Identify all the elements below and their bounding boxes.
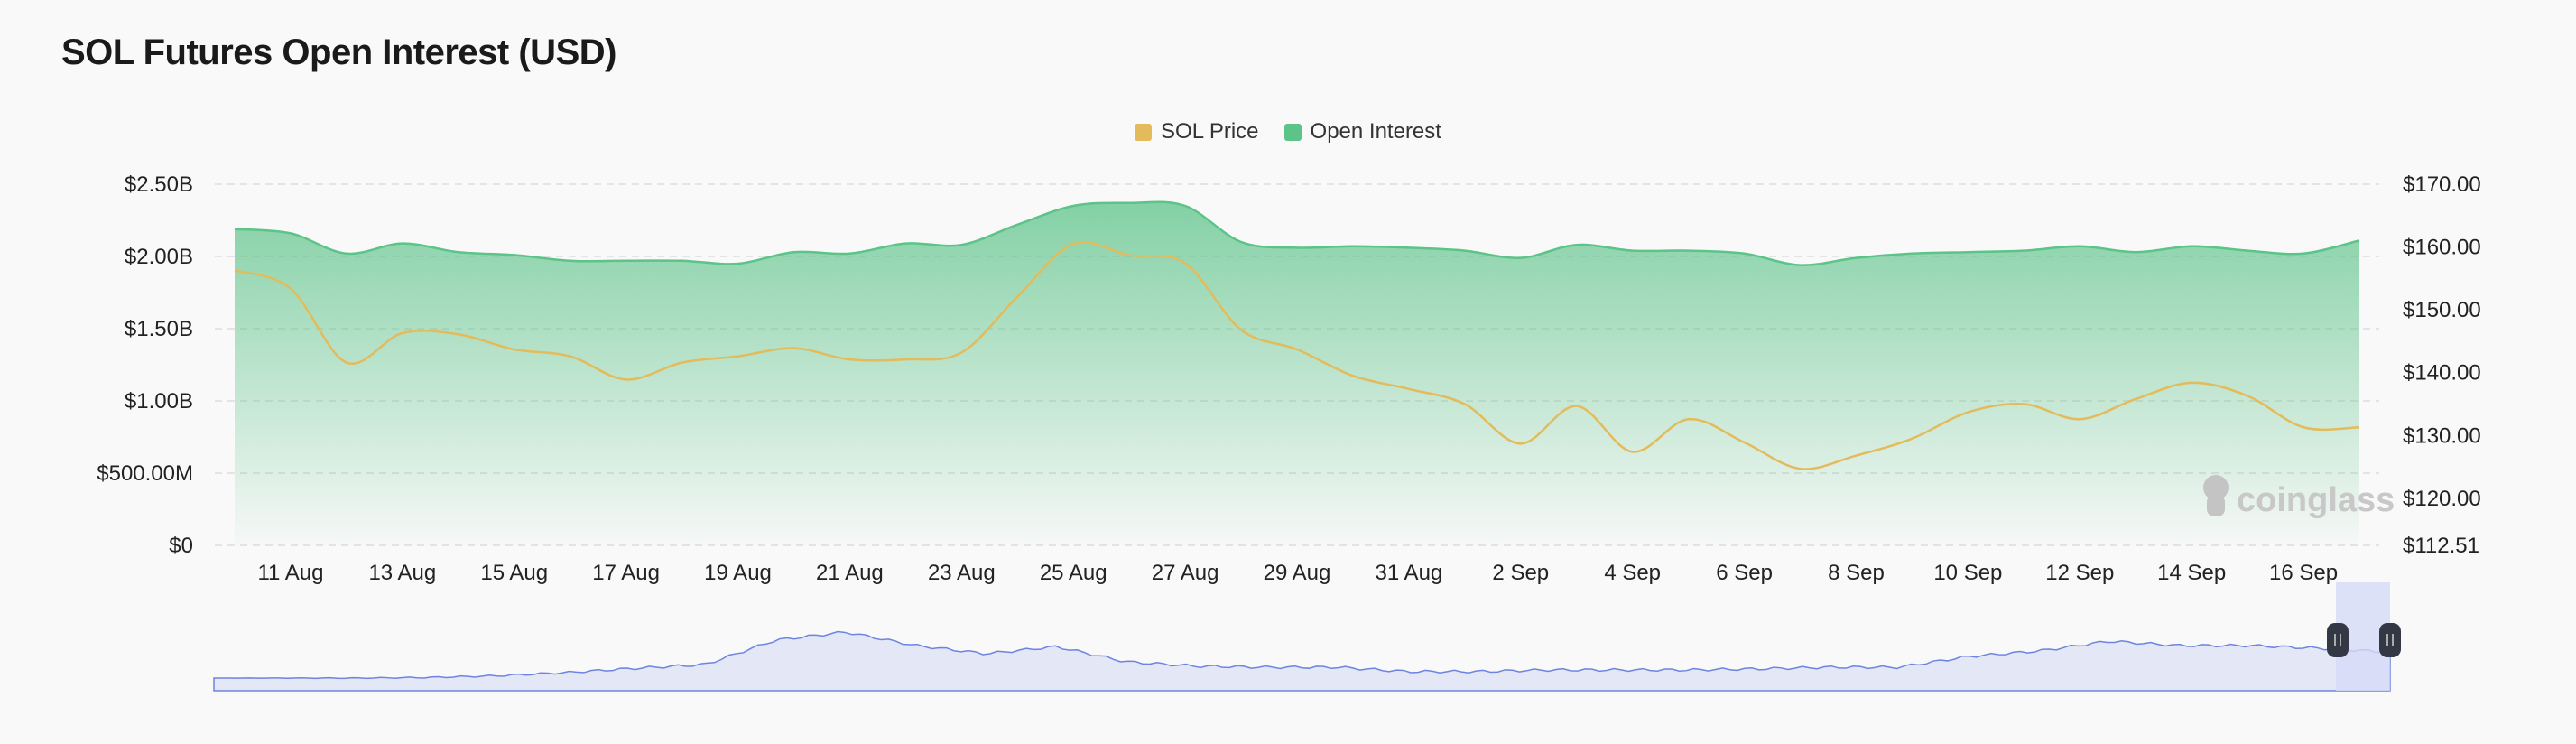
y-left-tick-label: $2.00B — [125, 245, 193, 269]
y-left-tick-label: $0 — [169, 534, 193, 558]
y-left-tick-label: $1.50B — [125, 317, 193, 341]
x-tick-label: 21 Aug — [816, 561, 884, 585]
x-tick-label: 14 Sep — [2157, 561, 2226, 585]
y-right-tick-label: $112.51 — [2403, 534, 2479, 558]
y-right-tick-label: $140.00 — [2403, 361, 2481, 386]
open-interest-line — [234, 200, 2360, 266]
x-tick-label: 25 Aug — [1040, 561, 1107, 585]
legend-item-sol-price[interactable]: SOL Price — [1135, 119, 1259, 144]
navigator-handle-right[interactable] — [2379, 623, 2401, 657]
x-tick-label: 15 Aug — [480, 561, 548, 585]
x-tick-label: 29 Aug — [1264, 561, 1331, 585]
coinglass-watermark: coinglass — [2203, 475, 2395, 519]
x-tick-label: 23 Aug — [928, 561, 996, 585]
legend-swatch-open-interest — [1283, 123, 1302, 141]
y-left-tick-label: $500.00M — [97, 461, 193, 486]
x-tick-label: 27 Aug — [1152, 561, 1219, 585]
watermark-text: coinglass — [2237, 481, 2395, 519]
y-right-tick-label: $120.00 — [2403, 487, 2481, 511]
x-tick-label: 2 Sep — [1492, 561, 1549, 585]
y-right-tick-label: $160.00 — [2403, 236, 2481, 260]
legend-swatch-sol-price — [1135, 123, 1153, 141]
open-interest-area — [235, 201, 2359, 546]
x-tick-label: 31 Aug — [1376, 561, 1443, 585]
y-right-tick-label: $130.00 — [2403, 423, 2481, 448]
chart-title: SOL Futures Open Interest (USD) — [61, 33, 616, 72]
navigator[interactable] — [213, 582, 2401, 692]
x-tick-label: 4 Sep — [1604, 561, 1661, 585]
y-left-tick-label: $1.00B — [125, 389, 193, 414]
x-tick-label: 17 Aug — [592, 561, 660, 585]
x-tick-label: 10 Sep — [1933, 561, 2002, 585]
navigator-handle-left[interactable] — [2327, 623, 2349, 657]
x-tick-label: 8 Sep — [1828, 561, 1885, 585]
sol-price-line — [234, 240, 2360, 470]
y-right-tick-label: $150.00 — [2403, 298, 2481, 322]
navigator-series — [213, 630, 2391, 692]
x-tick-label: 11 Aug — [257, 561, 323, 585]
x-tick-label: 6 Sep — [1716, 561, 1773, 585]
legend: SOL Price Open Interest — [0, 119, 2576, 144]
legend-item-open-interest[interactable]: Open Interest — [1283, 119, 1441, 144]
x-tick-label: 12 Sep — [2045, 561, 2114, 585]
x-tick-label: 13 Aug — [368, 561, 436, 585]
legend-label: Open Interest — [1310, 119, 1441, 144]
legend-label: SOL Price — [1161, 119, 1259, 144]
x-tick-label: 19 Aug — [704, 561, 772, 585]
x-tick-label: 16 Sep — [2269, 561, 2338, 585]
y-right-tick-label: $170.00 — [2403, 172, 2481, 197]
y-left-tick-label: $2.50B — [125, 172, 193, 197]
